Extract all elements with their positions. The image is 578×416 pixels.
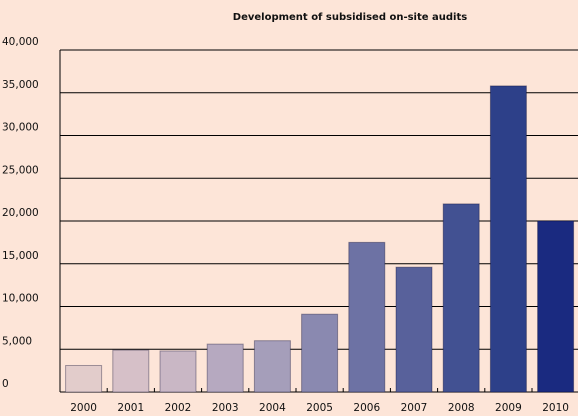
bar <box>489 85 527 393</box>
bar <box>253 340 291 393</box>
y-tick-label: 20,000 <box>2 207 39 219</box>
bar <box>442 203 480 393</box>
x-tick-label: 2005 <box>306 402 333 414</box>
bar <box>206 343 244 393</box>
x-tick-label: 2006 <box>353 402 380 414</box>
x-tick-label: 2001 <box>117 402 144 414</box>
x-tick-label: 2004 <box>259 402 286 414</box>
x-tick-label: 2009 <box>495 402 522 414</box>
y-tick-label: 40,000 <box>2 36 39 48</box>
x-tick-label: 2000 <box>70 402 97 414</box>
bar <box>301 313 339 393</box>
y-tick-label: 0 <box>2 378 9 390</box>
y-tick-label: 5,000 <box>2 335 32 347</box>
bar <box>65 364 103 393</box>
y-tick-label: 15,000 <box>2 250 39 262</box>
y-tick-label: 35,000 <box>2 79 39 91</box>
x-tick-label: 2003 <box>212 402 239 414</box>
x-tick-label: 2002 <box>165 402 192 414</box>
y-tick-label: 30,000 <box>2 122 39 134</box>
y-tick-label: 10,000 <box>2 293 39 305</box>
x-tick-label: 2007 <box>401 402 428 414</box>
chart-title: Development of subsidised on-site audits <box>233 12 467 23</box>
bar <box>395 266 433 393</box>
bar <box>348 241 386 393</box>
x-tick-label: 2010 <box>542 402 569 414</box>
bar <box>159 350 197 393</box>
bar <box>537 220 575 393</box>
bar <box>112 349 150 393</box>
y-tick-label: 25,000 <box>2 164 39 176</box>
x-tick-label: 2008 <box>448 402 475 414</box>
